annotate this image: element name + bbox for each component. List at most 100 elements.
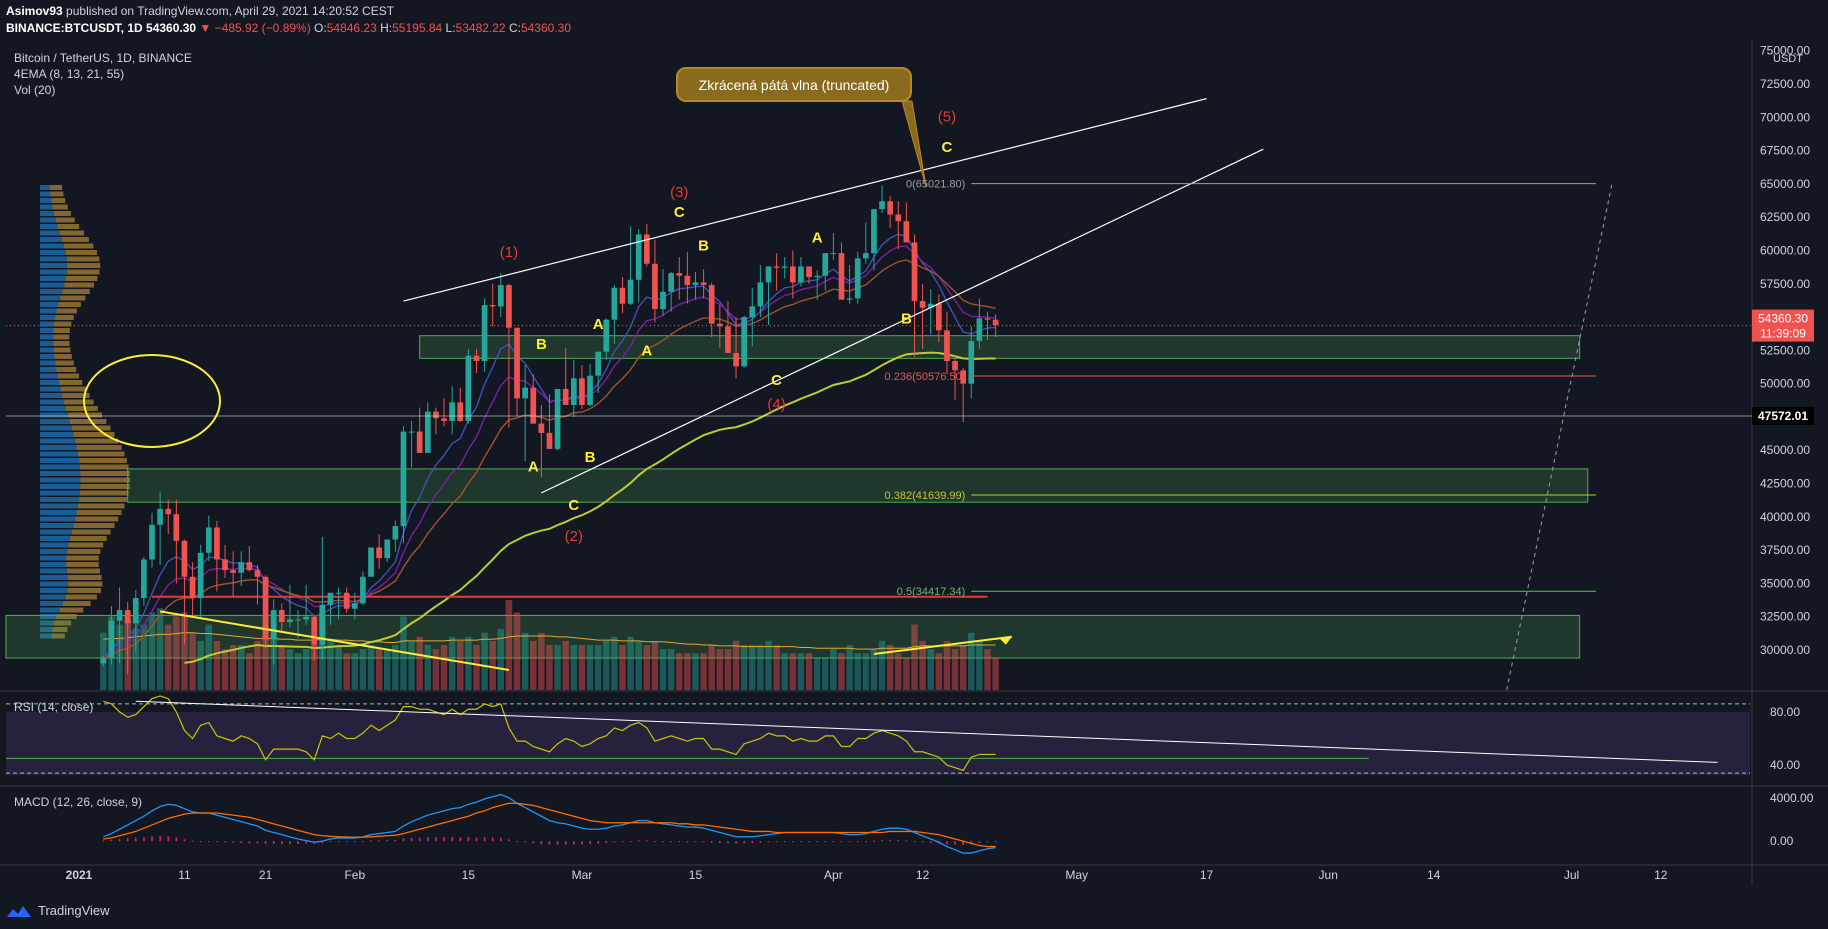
macd-histogram-bar: [710, 841, 713, 843]
chart-canvas[interactable]: 0(65021.80) 0.236(50576.50) 0.382(41639.99…: [0, 40, 1828, 896]
volume-profile-bar: [40, 230, 60, 236]
volume-profile-bar: [62, 237, 89, 242]
rsi-tick-label: 40.00: [1770, 758, 1800, 772]
volume-bar: [684, 653, 691, 690]
volume-bar: [173, 616, 180, 690]
volume-bar: [448, 636, 456, 690]
macd-histogram-bar: [670, 841, 672, 843]
wave-label: (2): [565, 528, 583, 545]
volume-profile-bar: [40, 224, 58, 229]
high-label: H:: [380, 21, 393, 35]
volume-profile-bar: [40, 276, 66, 281]
volume-profile-bar: [66, 269, 100, 275]
macd-histogram-bar: [759, 841, 762, 843]
candle-body: [116, 610, 123, 621]
volume-bar: [246, 653, 253, 690]
price-tick-label: 70000.00: [1760, 110, 1810, 124]
macd-histogram-bar: [508, 839, 510, 842]
candle-body: [181, 540, 188, 577]
volume-profile-bar: [40, 425, 72, 431]
candle-body: [376, 547, 382, 559]
macd-histogram-bar: [272, 841, 275, 845]
candle-body: [278, 610, 285, 623]
candle-body: [643, 234, 650, 264]
legend-title[interactable]: Bitcoin / TetherUS, 1D, BINANCE: [14, 51, 192, 65]
macd-histogram-bar: [134, 837, 137, 842]
volume-bar: [619, 645, 626, 690]
volume-bar: [813, 657, 821, 690]
volume-profile-bar: [40, 354, 55, 359]
volume-bar: [870, 649, 878, 690]
time-tick-label: Feb: [344, 868, 365, 882]
ema-55-line: [184, 351, 996, 664]
volume-bar: [164, 624, 172, 690]
volume-trendline: [159, 610, 510, 672]
volume-bar: [278, 645, 286, 690]
candle-body: [733, 353, 739, 367]
volume-bar: [724, 649, 732, 690]
author-name[interactable]: Asimov93: [6, 4, 63, 18]
candle-body: [319, 604, 326, 645]
candle-body: [741, 317, 747, 367]
wave-label: B: [901, 311, 912, 328]
macd-histogram-bar: [824, 841, 827, 843]
volume-bar: [992, 657, 999, 690]
macd-legend[interactable]: MACD (12, 26, close, 9): [14, 795, 143, 809]
volume-profile-bar: [40, 484, 81, 489]
chart-header: Asimov93 published on TradingView.com, A…: [0, 0, 1828, 40]
legend-ema[interactable]: 4EMA (8, 13, 21, 55): [14, 67, 125, 81]
candle-body: [473, 355, 480, 362]
arrow-head-icon: [999, 636, 1012, 645]
candle-body: [619, 287, 626, 304]
volume-bar: [886, 645, 894, 690]
volume-bar: [262, 624, 269, 690]
volume-bar: [935, 653, 943, 690]
volume-bar: [781, 653, 788, 690]
volume-profile-bar: [40, 263, 68, 268]
volume-profile-bar: [40, 295, 61, 301]
volume-profile-bar: [60, 386, 86, 392]
volume-profile-bar: [55, 217, 75, 223]
volume-bar: [757, 645, 764, 690]
macd-histogram-bar: [856, 841, 859, 843]
macd-histogram-bar: [475, 837, 478, 842]
volume-profile-bar: [40, 549, 68, 554]
macd-histogram-bar: [394, 839, 397, 842]
volume-profile-bar: [55, 315, 74, 320]
macd-histogram-bar: [354, 841, 356, 843]
volume-bar: [903, 657, 910, 690]
volume-profile-bar: [66, 555, 99, 561]
volume-profile-bar: [67, 588, 102, 593]
volume-profile-bar: [54, 620, 72, 626]
macd-histogram-bar: [783, 841, 786, 843]
candle-body: [952, 361, 958, 371]
volume-bar: [951, 649, 959, 690]
volume-profile-bar: [67, 549, 101, 554]
volume-profile-bar: [40, 562, 67, 567]
time-tick-label: 14: [1427, 868, 1441, 882]
macd-histogram-bar: [865, 841, 867, 843]
candle-body: [538, 423, 545, 433]
volume-bar: [473, 645, 480, 690]
time-tick-label: 12: [916, 868, 930, 882]
volume-profile-bar: [40, 529, 72, 535]
macd-histogram-bar: [264, 841, 267, 845]
rsi-legend[interactable]: RSI (14, close): [14, 700, 94, 714]
legend-volume[interactable]: Vol (20): [14, 83, 56, 97]
macd-histogram-bar: [646, 840, 648, 842]
macd-histogram-bar: [483, 837, 486, 842]
macd-histogram-bar: [832, 841, 835, 843]
candle-body: [871, 209, 877, 254]
macd-histogram-bar: [800, 841, 802, 843]
fib-level-label: 0.236(50576.50): [885, 371, 966, 383]
candle-body: [165, 508, 172, 515]
volume-profile-bar: [53, 334, 70, 340]
candle-body: [481, 305, 488, 362]
tradingview-brand[interactable]: TradingView: [6, 903, 110, 918]
candle-body: [433, 411, 439, 419]
volume-profile-bar: [40, 250, 66, 255]
volume-profile-bar: [56, 367, 77, 372]
wave-label: C: [942, 139, 953, 156]
wave-label: C: [674, 204, 685, 221]
volume-bar: [651, 640, 659, 690]
